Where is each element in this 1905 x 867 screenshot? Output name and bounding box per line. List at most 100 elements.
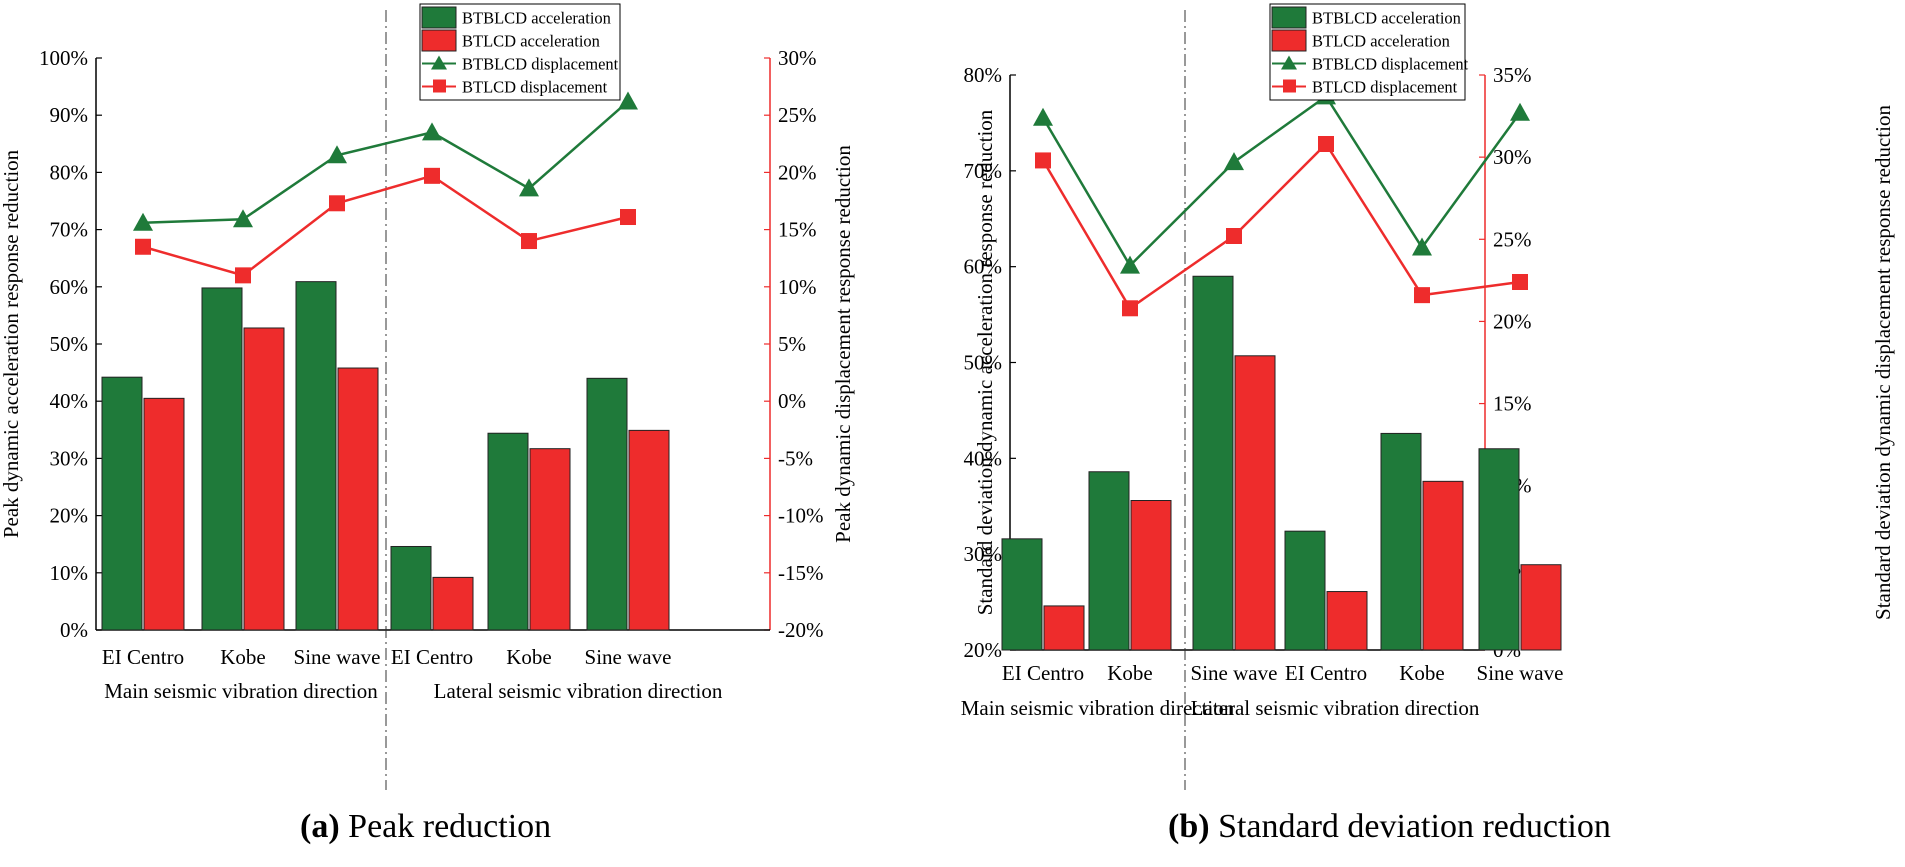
legend-label: BTLCD acceleration (462, 32, 600, 51)
left-tick-label: 40% (964, 446, 1003, 470)
left-tick-label: 50% (50, 332, 89, 356)
legend-label: BTLCD displacement (462, 78, 608, 97)
left-tick-label: 80% (50, 160, 89, 184)
legend-swatch (1271, 6, 1307, 29)
category-label: Sine wave (294, 645, 381, 669)
marker-triangle (327, 145, 347, 164)
marker-triangle (422, 122, 442, 141)
bar-btlcd-acc (1043, 605, 1085, 651)
marker-square (521, 233, 537, 250)
right-tick-label: -15% (778, 561, 824, 585)
left-tick-label: 50% (964, 351, 1003, 375)
marker-triangle (233, 209, 253, 228)
marker-triangle (618, 91, 638, 110)
bar-btlcd-acc (243, 327, 285, 631)
right-tick-label: 15% (1493, 392, 1532, 416)
group-label: Lateral seismic vibration direction (1191, 696, 1480, 720)
left-tick-label: 70% (50, 218, 89, 242)
chart-b: 20%30%40%50%60%70%80%0%5%10%15%20%25%30%… (961, 3, 1895, 790)
chart-a: 0% 10% 20% 30% 40% 50% 60% 70% 80% 90% 100% -20% -15… (0, 3, 855, 790)
right-tick-label: 25% (778, 103, 817, 127)
right-tick-label: -10% (778, 504, 824, 528)
category-label: Kobe (1107, 661, 1153, 685)
bar-btlcd-acc (432, 576, 474, 631)
right-tick-label: 25% (1493, 227, 1532, 251)
bar-btblcd-acc (101, 376, 143, 631)
bar-btblcd-acc (1001, 538, 1043, 651)
y2-axis-label: Peak dynamic displacement response reduc… (831, 145, 855, 543)
right-tick-label: 20% (1493, 309, 1532, 333)
category-label: Kobe (1399, 661, 1445, 685)
right-tick-label: -20% (778, 618, 824, 642)
bar-btblcd-acc (487, 432, 529, 631)
marker-square (235, 267, 251, 284)
group-label: Lateral seismic vibration direction (434, 679, 723, 703)
marker-triangle (1510, 102, 1530, 121)
category-label: EI Centro (102, 645, 184, 669)
group-label: Main seismic vibration direction (961, 696, 1235, 720)
caption-a: (a) Peak reduction (300, 808, 552, 845)
marker-square (1414, 287, 1430, 304)
legend-marker (433, 79, 446, 93)
line-btlcd-disp (142, 174, 629, 277)
marker-triangle (1120, 255, 1140, 274)
right-tick-label: 10% (778, 275, 817, 299)
bar-btlcd-acc (628, 429, 670, 631)
legend-label: BTLCD displacement (1312, 78, 1458, 97)
marker-square (135, 238, 151, 255)
caption-b: (b) Standard deviation reduction (1168, 808, 1611, 845)
left-tick-label: 20% (50, 504, 89, 528)
y2-axis-label: Standard deviation dynamic displacement … (1871, 105, 1895, 620)
bar-btlcd-acc (1130, 500, 1172, 651)
bar-btblcd-acc (1478, 448, 1520, 651)
bar-btlcd-acc (1422, 480, 1464, 651)
right-tick-label: -5% (778, 446, 813, 470)
category-label: EI Centro (1002, 661, 1084, 685)
left-tick-label: 80% (964, 63, 1003, 87)
legend-label: BTBLCD displacement (462, 55, 619, 74)
bar-btlcd-acc (143, 397, 185, 631)
bar-btlcd-acc (337, 367, 379, 631)
right-tick-label: 35% (1493, 63, 1532, 87)
legend-label: BTBLCD acceleration (462, 9, 611, 28)
right-tick-label: 20% (778, 160, 817, 184)
left-tick-label: 60% (50, 275, 89, 299)
line-btblcd-disp (142, 100, 629, 224)
marker-square (1035, 152, 1051, 169)
right-tick-label: 15% (778, 218, 817, 242)
left-tick-label: 20% (964, 638, 1003, 662)
marker-square (329, 195, 345, 212)
bar-btblcd-acc (390, 545, 432, 631)
legend-swatch (421, 29, 457, 52)
category-label: EI Centro (391, 645, 473, 669)
right-tick-label: 5% (778, 332, 806, 356)
marker-square (1512, 274, 1528, 290)
left-tick-label: 90% (50, 103, 89, 127)
left-tick-label: 100% (39, 46, 88, 70)
legend-marker (1283, 79, 1296, 93)
left-tick-label: 70% (964, 159, 1003, 183)
y-axis-label: Standard deviation dynamic acceleration … (973, 109, 997, 615)
line-btlcd-disp (1041, 142, 1521, 311)
bar-btblcd-acc (295, 281, 337, 631)
left-tick-label: 60% (964, 255, 1003, 279)
marker-triangle (1224, 152, 1244, 171)
left-tick-label: 10% (50, 561, 89, 585)
bar-btblcd-acc (586, 377, 628, 631)
legend-label: BTBLCD acceleration (1312, 9, 1461, 28)
marker-triangle (1033, 107, 1053, 126)
left-tick-label: 40% (50, 389, 89, 413)
legend: BTBLCD acceleration BTLCD acceleration BTB… (1269, 3, 1469, 101)
bar-btblcd-acc (1088, 471, 1130, 651)
marker-triangle (519, 178, 539, 197)
right-tick-label: 0% (778, 389, 806, 413)
bar-btlcd-acc (529, 448, 571, 631)
legend-label: BTBLCD displacement (1312, 55, 1469, 74)
category-label: Sine wave (1477, 661, 1564, 685)
marker-square (620, 209, 636, 226)
y-axis-label: Peak dynamic acceleration response reduc… (0, 149, 23, 538)
legend: BTBLCD acceleration BTLCD acceleration BTB… (419, 3, 621, 101)
marker-square (1226, 228, 1242, 244)
bar-btlcd-acc (1234, 355, 1276, 651)
category-label: Sine wave (585, 645, 672, 669)
